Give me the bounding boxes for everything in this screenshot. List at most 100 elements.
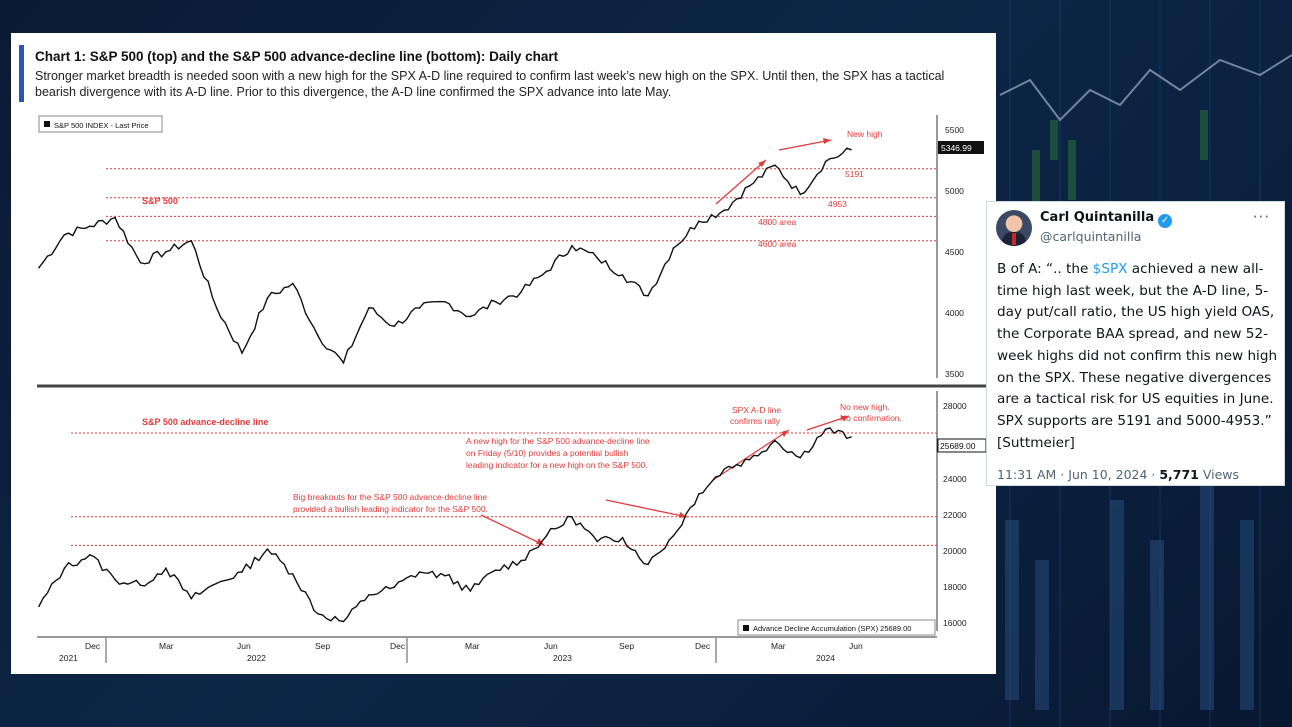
bottom-legend-text: Advance Decline Accumulation (SPX) 25689… <box>753 624 911 633</box>
spx-data-point <box>317 335 319 337</box>
tweet-body-pre: B of A: “.. the <box>997 261 1093 277</box>
arrowhead-note2 <box>536 538 544 545</box>
annotation-area-4600: 4600 area <box>758 239 797 249</box>
spx-data-point <box>38 266 40 269</box>
annotation-note1-line1: A new high for the S&P 500 advance-decli… <box>466 436 650 446</box>
spx-data-point <box>342 362 345 364</box>
spx-data-point <box>723 209 725 212</box>
annotation-ad-confirms-1: SPX A-D line <box>732 405 781 415</box>
annotation-note1-line2: on Friday (5/10) provides a potential bu… <box>466 448 629 458</box>
top-y-tick: 4000 <box>945 308 964 318</box>
ad-data-point <box>342 620 345 623</box>
top-last-price-box <box>938 141 984 154</box>
spx-data-point <box>241 352 243 354</box>
bottom-y-tick: 22000 <box>943 510 967 520</box>
spx-data-point <box>165 250 167 253</box>
annotation-note2-line1: Big breakouts for the S&P 500 advance-de… <box>293 492 487 502</box>
ad-data-point <box>88 554 91 556</box>
more-options-icon[interactable]: ··· <box>1252 208 1270 226</box>
annotation-ad-confirms-2: confirms rally <box>730 416 781 426</box>
x-tick-label: Jun <box>544 641 558 651</box>
arrow-spx-rally <box>715 159 767 205</box>
arrow-ad-confirms <box>712 429 790 481</box>
ad-data-point <box>748 458 751 461</box>
x-tick-label: Mar <box>465 641 480 651</box>
bottom-y-tick: 20000 <box>943 546 967 556</box>
arrowhead-spx-rally <box>758 160 766 167</box>
top-y-tick: 5500 <box>945 125 964 135</box>
chart-svg: S&P 500 INDEX - Last Price Advance Decli… <box>37 115 996 663</box>
ad-data-point <box>291 573 294 575</box>
spx-data-point <box>596 257 599 259</box>
spx-data-point <box>824 160 827 163</box>
ad-data-point <box>63 567 66 569</box>
x-year-label: 2024 <box>816 653 835 663</box>
spx-data-point <box>571 244 573 247</box>
tweet-handle[interactable]: @carlquintanilla <box>1040 229 1142 244</box>
views-count: 5,771 <box>1159 467 1199 482</box>
ad-data-point <box>494 569 497 571</box>
tweet-timestamp[interactable]: 11:31 AM · Jun 10, 2024 · <box>997 467 1160 482</box>
ad-data-point <box>723 468 725 470</box>
ad-data-point <box>266 548 269 550</box>
x-tick-label: Mar <box>159 641 174 651</box>
chart-title: Chart 1: S&P 500 (top) and the S&P 500 a… <box>35 49 559 64</box>
top-legend-text: S&P 500 INDEX - Last Price <box>54 121 149 130</box>
ad-data-point <box>368 594 370 596</box>
spx-data-point <box>647 294 649 297</box>
chart-subtitle: Stronger market breadth is needed soon w… <box>35 69 945 99</box>
ad-data-point <box>520 559 522 562</box>
tweet-card[interactable]: Carl Quintanilla ✓ @carlquintanilla ··· B… <box>986 201 1285 486</box>
x-tick-label: Dec <box>85 641 101 651</box>
annotation-no-new-high-2: No confirmation. <box>840 413 902 423</box>
annotation-level-4953: 4953 <box>828 199 847 209</box>
author-name-text[interactable]: Carl Quintanilla <box>1040 210 1155 225</box>
arrowhead-new-high <box>823 138 831 144</box>
arrow-note2 <box>480 514 545 546</box>
ad-data-point <box>241 571 243 573</box>
x-year-label: 2023 <box>553 653 572 663</box>
top-y-tick: 3500 <box>945 369 964 379</box>
top-last-price: 5346.99 <box>941 143 972 153</box>
cashtag-link[interactable]: $SPX <box>1092 261 1128 277</box>
bottom-y-tick: 28000 <box>943 401 967 411</box>
ad-data-point <box>621 536 624 539</box>
x-tick-label: Mar <box>771 641 786 651</box>
bottom-legend-box <box>737 619 936 636</box>
bottom-y-tick: 18000 <box>943 582 967 592</box>
spx-data-point <box>672 247 675 249</box>
ad-data-point <box>824 428 827 430</box>
views-label: Views <box>1198 467 1240 482</box>
annotation-note1-line3: leading indicator for a new high on the … <box>466 460 648 470</box>
spx-data-point <box>215 307 218 309</box>
spx-data-point <box>418 307 421 309</box>
spx-data-point <box>139 261 142 264</box>
ad-data-point <box>139 584 142 587</box>
spx-data-point <box>774 164 776 166</box>
spx-data-point <box>494 301 497 303</box>
ad-data-point <box>114 578 116 581</box>
ad-data-point <box>393 586 396 589</box>
bottom-legend-swatch <box>743 625 749 631</box>
ad-data-point <box>190 597 193 600</box>
avatar[interactable] <box>996 210 1032 246</box>
bottom-last-price: 25689.00 <box>940 441 976 451</box>
arrowhead-no-new-high <box>841 416 849 421</box>
ad-data-point <box>647 563 649 566</box>
ad-data-point <box>697 493 700 495</box>
ad-data-point <box>850 436 852 438</box>
x-tick-label: Sep <box>619 641 634 651</box>
spx-data-point <box>291 282 294 285</box>
annotation-note2-line2: provided a bullish leading indicator for… <box>293 504 488 514</box>
top-panel-label: S&P 500 <box>142 196 178 206</box>
x-tick-label: Sep <box>315 641 330 651</box>
spx-data-point <box>444 301 446 303</box>
x-year-label: 2021 <box>59 653 78 663</box>
spx-data-point <box>621 274 624 276</box>
ad-data-point <box>165 567 167 569</box>
spx-data-point <box>368 307 370 309</box>
x-tick-label: Jun <box>237 641 251 651</box>
tweet-author-name[interactable]: Carl Quintanilla ✓ <box>1040 210 1173 228</box>
spx-data-point <box>266 297 269 299</box>
tweet-meta: 11:31 AM · Jun 10, 2024 · 5,771 Views <box>997 467 1239 482</box>
